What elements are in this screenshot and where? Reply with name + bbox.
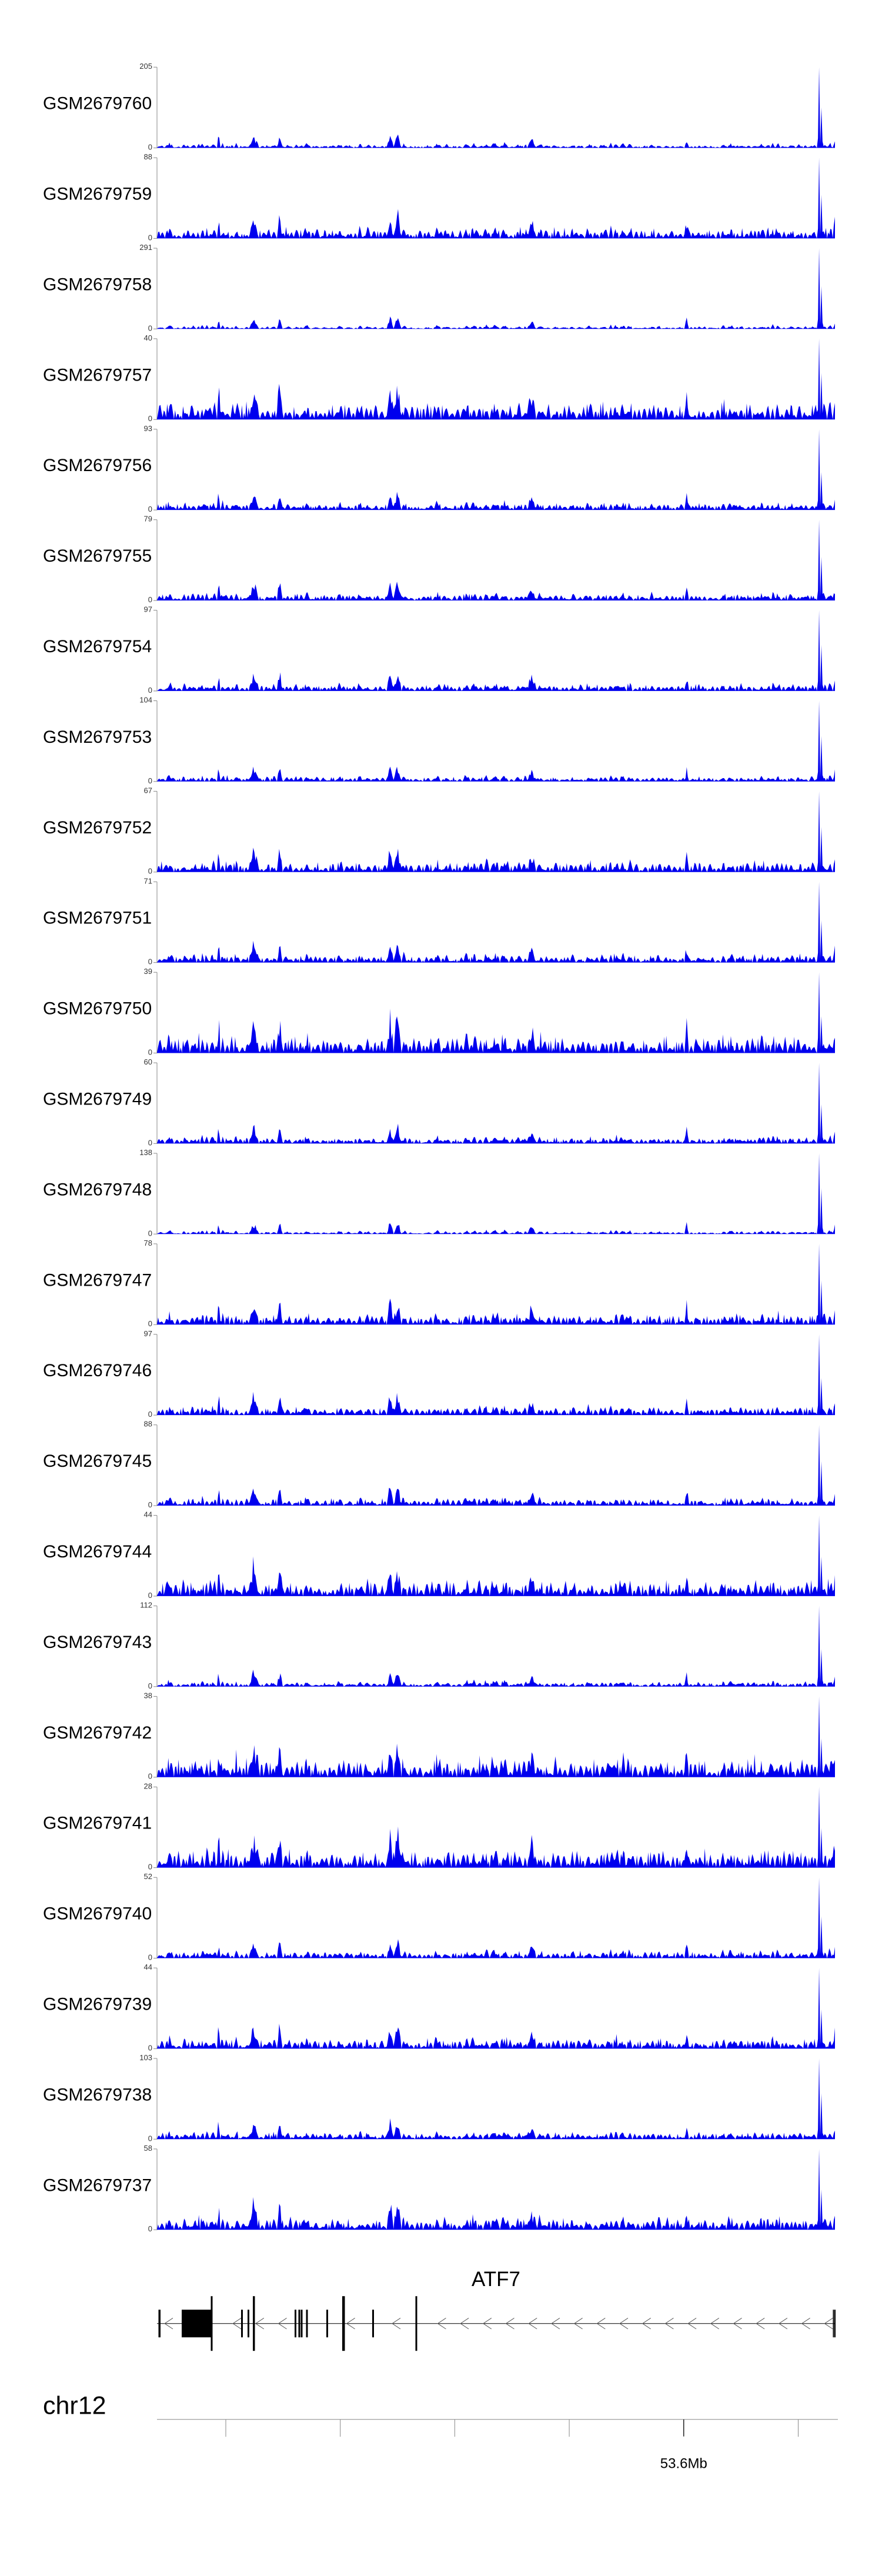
- svg-text:97: 97: [144, 1329, 152, 1338]
- svg-text:40: 40: [144, 333, 152, 342]
- svg-text:67: 67: [144, 786, 152, 795]
- svg-text:44: 44: [144, 1963, 152, 1971]
- svg-text:0: 0: [148, 323, 152, 332]
- svg-text:GSM2679742: GSM2679742: [43, 1723, 152, 1743]
- svg-text:0: 0: [148, 1681, 152, 1690]
- svg-text:GSM2679753: GSM2679753: [43, 728, 152, 747]
- svg-text:79: 79: [144, 515, 152, 523]
- svg-text:88: 88: [144, 1420, 152, 1429]
- svg-text:138: 138: [139, 1148, 152, 1157]
- svg-text:0: 0: [148, 1863, 152, 1871]
- svg-text:GSM2679757: GSM2679757: [43, 365, 152, 385]
- svg-text:GSM2679746: GSM2679746: [43, 1361, 152, 1380]
- svg-text:291: 291: [139, 243, 152, 252]
- svg-text:71: 71: [144, 876, 152, 885]
- svg-text:chr12: chr12: [43, 2392, 106, 2420]
- svg-text:GSM2679737: GSM2679737: [43, 2175, 152, 2195]
- svg-text:0: 0: [148, 2043, 152, 2052]
- svg-text:103: 103: [139, 2053, 152, 2062]
- svg-text:GSM2679748: GSM2679748: [43, 1180, 152, 1199]
- svg-text:104: 104: [139, 696, 152, 705]
- svg-text:53.6Mb: 53.6Mb: [660, 2456, 707, 2472]
- svg-text:93: 93: [144, 424, 152, 433]
- svg-text:GSM2679749: GSM2679749: [43, 1090, 152, 1109]
- svg-text:GSM2679756: GSM2679756: [43, 456, 152, 475]
- svg-text:GSM2679739: GSM2679739: [43, 1995, 152, 2014]
- svg-text:28: 28: [144, 1781, 152, 1790]
- svg-text:GSM2679760: GSM2679760: [43, 94, 152, 114]
- svg-text:0: 0: [148, 505, 152, 513]
- svg-text:GSM2679745: GSM2679745: [43, 1451, 152, 1471]
- svg-text:GSM2679759: GSM2679759: [43, 185, 152, 204]
- svg-text:0: 0: [148, 776, 152, 785]
- svg-text:0: 0: [148, 1229, 152, 1237]
- svg-text:0: 0: [148, 2224, 152, 2233]
- svg-text:0: 0: [148, 595, 152, 604]
- svg-text:GSM2679750: GSM2679750: [43, 999, 152, 1019]
- svg-text:GSM2679754: GSM2679754: [43, 637, 152, 656]
- svg-text:GSM2679752: GSM2679752: [43, 818, 152, 837]
- svg-text:GSM2679747: GSM2679747: [43, 1270, 152, 1290]
- svg-text:0: 0: [148, 957, 152, 966]
- svg-text:0: 0: [148, 1319, 152, 1328]
- svg-text:60: 60: [144, 1057, 152, 1066]
- svg-text:0: 0: [148, 233, 152, 242]
- svg-text:0: 0: [148, 686, 152, 695]
- svg-text:112: 112: [140, 1601, 152, 1610]
- svg-text:58: 58: [144, 2144, 152, 2153]
- svg-text:0: 0: [148, 867, 152, 876]
- svg-text:GSM2679743: GSM2679743: [43, 1633, 152, 1652]
- svg-text:0: 0: [148, 1410, 152, 1419]
- svg-text:GSM2679741: GSM2679741: [43, 1814, 152, 1833]
- svg-text:GSM2679738: GSM2679738: [43, 2085, 152, 2104]
- svg-text:0: 0: [148, 143, 152, 152]
- svg-text:GSM2679744: GSM2679744: [43, 1542, 152, 1561]
- svg-text:44: 44: [144, 1510, 152, 1519]
- svg-text:78: 78: [144, 1239, 152, 1247]
- svg-text:0: 0: [148, 1138, 152, 1147]
- svg-text:0: 0: [148, 1048, 152, 1057]
- svg-text:0: 0: [148, 1591, 152, 1600]
- svg-text:ATF7: ATF7: [472, 2268, 520, 2291]
- svg-text:97: 97: [144, 605, 152, 614]
- svg-text:0: 0: [148, 1500, 152, 1509]
- svg-text:205: 205: [139, 62, 152, 71]
- svg-text:GSM2679758: GSM2679758: [43, 275, 152, 294]
- svg-text:0: 0: [148, 1772, 152, 1781]
- svg-text:88: 88: [144, 152, 152, 161]
- svg-text:GSM2679740: GSM2679740: [43, 1904, 152, 1924]
- svg-text:52: 52: [144, 1872, 152, 1881]
- svg-text:0: 0: [148, 414, 152, 423]
- svg-text:GSM2679755: GSM2679755: [43, 546, 152, 566]
- svg-text:0: 0: [148, 2134, 152, 2143]
- svg-text:39: 39: [144, 967, 152, 976]
- svg-text:GSM2679751: GSM2679751: [43, 909, 152, 928]
- svg-text:0: 0: [148, 1953, 152, 1962]
- svg-text:38: 38: [144, 1691, 152, 1700]
